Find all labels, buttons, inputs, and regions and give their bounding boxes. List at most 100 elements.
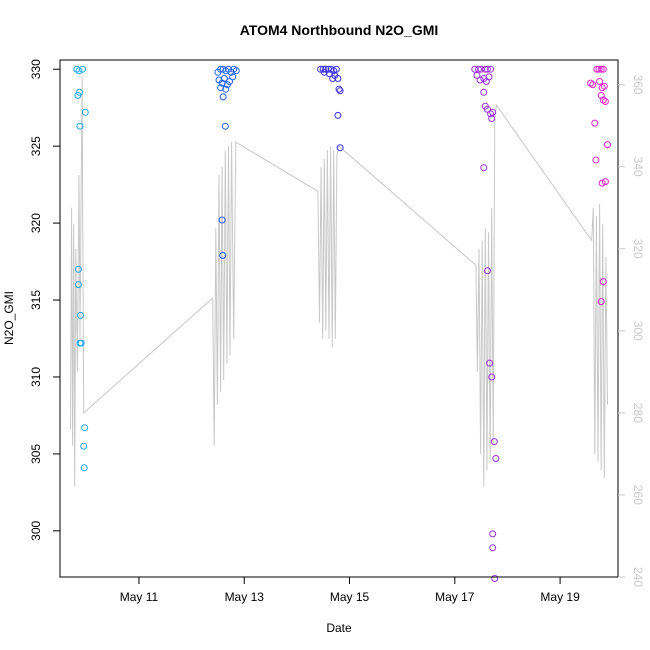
data-point <box>232 67 240 75</box>
data-point <box>487 65 495 73</box>
y-tick-label: 310 <box>29 367 43 387</box>
data-point <box>226 78 233 85</box>
data-point <box>335 85 343 93</box>
data-point <box>76 122 84 130</box>
data-point <box>486 359 494 367</box>
data-point <box>77 311 84 319</box>
data-point <box>591 119 599 127</box>
x-axis-label: Date <box>326 621 352 635</box>
data-point <box>74 265 82 273</box>
data-point <box>80 464 88 472</box>
data-point <box>220 75 228 82</box>
x-tick-label: May 11 <box>120 590 159 604</box>
series-1 <box>73 65 89 472</box>
y2-tick-label: 300 <box>631 321 645 341</box>
data-point <box>483 65 491 73</box>
data-point <box>489 530 497 538</box>
data-point <box>218 216 226 224</box>
data-point <box>475 65 482 73</box>
data-point <box>488 373 496 381</box>
y2-tick-label: 320 <box>631 239 645 259</box>
data-point <box>336 144 344 152</box>
data-point <box>596 78 604 85</box>
series-5 <box>587 65 611 306</box>
data-point <box>485 73 493 81</box>
data-point <box>598 84 606 92</box>
y-tick-label: 330 <box>29 59 43 79</box>
data-point <box>595 65 603 73</box>
data-point <box>334 111 342 119</box>
data-point <box>492 455 500 462</box>
y2-tick-label: 260 <box>631 485 645 505</box>
data-point <box>480 88 488 96</box>
y2-tick-label: 280 <box>631 403 645 423</box>
x-tick-label: May 13 <box>225 590 265 604</box>
data-point <box>599 96 607 104</box>
data-point <box>319 65 327 73</box>
data-point <box>601 178 609 186</box>
data-point <box>219 93 227 101</box>
data-point <box>332 65 340 73</box>
x-tick-label: May 17 <box>435 590 475 604</box>
data-point <box>489 544 497 552</box>
points-layer <box>73 65 611 582</box>
y2-tick-label: 360 <box>631 75 645 95</box>
y-tick-label: 300 <box>29 520 43 540</box>
data-point <box>600 82 608 90</box>
chart-title: ATOM4 Northbound N2O_GMI <box>240 22 439 38</box>
series-2 <box>214 65 240 259</box>
data-point <box>79 65 87 73</box>
data-point <box>334 75 342 82</box>
y-tick-label: 320 <box>29 213 43 233</box>
data-point <box>75 67 83 75</box>
data-point <box>483 267 491 275</box>
plot-frame <box>59 59 619 578</box>
data-point <box>597 65 605 73</box>
secondary-axis-line <box>70 76 608 487</box>
data-point <box>598 179 606 187</box>
data-point <box>599 65 607 73</box>
x-tick-label: May 15 <box>330 590 370 604</box>
data-point <box>77 339 85 347</box>
data-point <box>81 424 89 432</box>
series-4 <box>471 65 500 582</box>
data-point <box>599 278 607 286</box>
data-point <box>329 75 337 82</box>
data-point <box>487 110 495 118</box>
y-tick-label: 325 <box>29 136 43 156</box>
data-point <box>597 298 605 306</box>
x-tick-label: May 19 <box>540 590 580 604</box>
data-point <box>592 156 600 164</box>
data-point <box>476 76 484 84</box>
data-point <box>74 281 82 289</box>
data-point <box>221 122 229 130</box>
data-point <box>587 79 595 87</box>
data-point <box>480 164 488 172</box>
y-tick-label: 305 <box>29 444 43 464</box>
data-point <box>589 81 597 89</box>
data-point <box>222 85 230 93</box>
data-point <box>491 575 499 582</box>
data-point <box>80 442 88 450</box>
data-point <box>604 141 611 149</box>
axes-layer: May 11 May 13 May 15 May 17 May 19 300 305 310 3… <box>29 59 645 604</box>
y-tick-label: 315 <box>29 290 43 310</box>
y2-tick-label: 340 <box>631 157 645 177</box>
data-point <box>483 105 491 113</box>
series-3 <box>317 65 344 152</box>
y-axis-label: N2O_GMI <box>2 291 16 345</box>
data-point <box>229 73 237 81</box>
data-point <box>74 91 82 99</box>
secondary-line-layer <box>70 76 608 487</box>
data-point <box>336 87 344 95</box>
data-point <box>601 98 609 105</box>
data-point <box>473 71 481 79</box>
data-point <box>481 65 489 73</box>
data-point <box>219 251 227 259</box>
y2-tick-label: 240 <box>631 567 645 587</box>
data-point <box>488 115 496 122</box>
data-point <box>490 438 498 446</box>
data-point <box>81 108 89 116</box>
